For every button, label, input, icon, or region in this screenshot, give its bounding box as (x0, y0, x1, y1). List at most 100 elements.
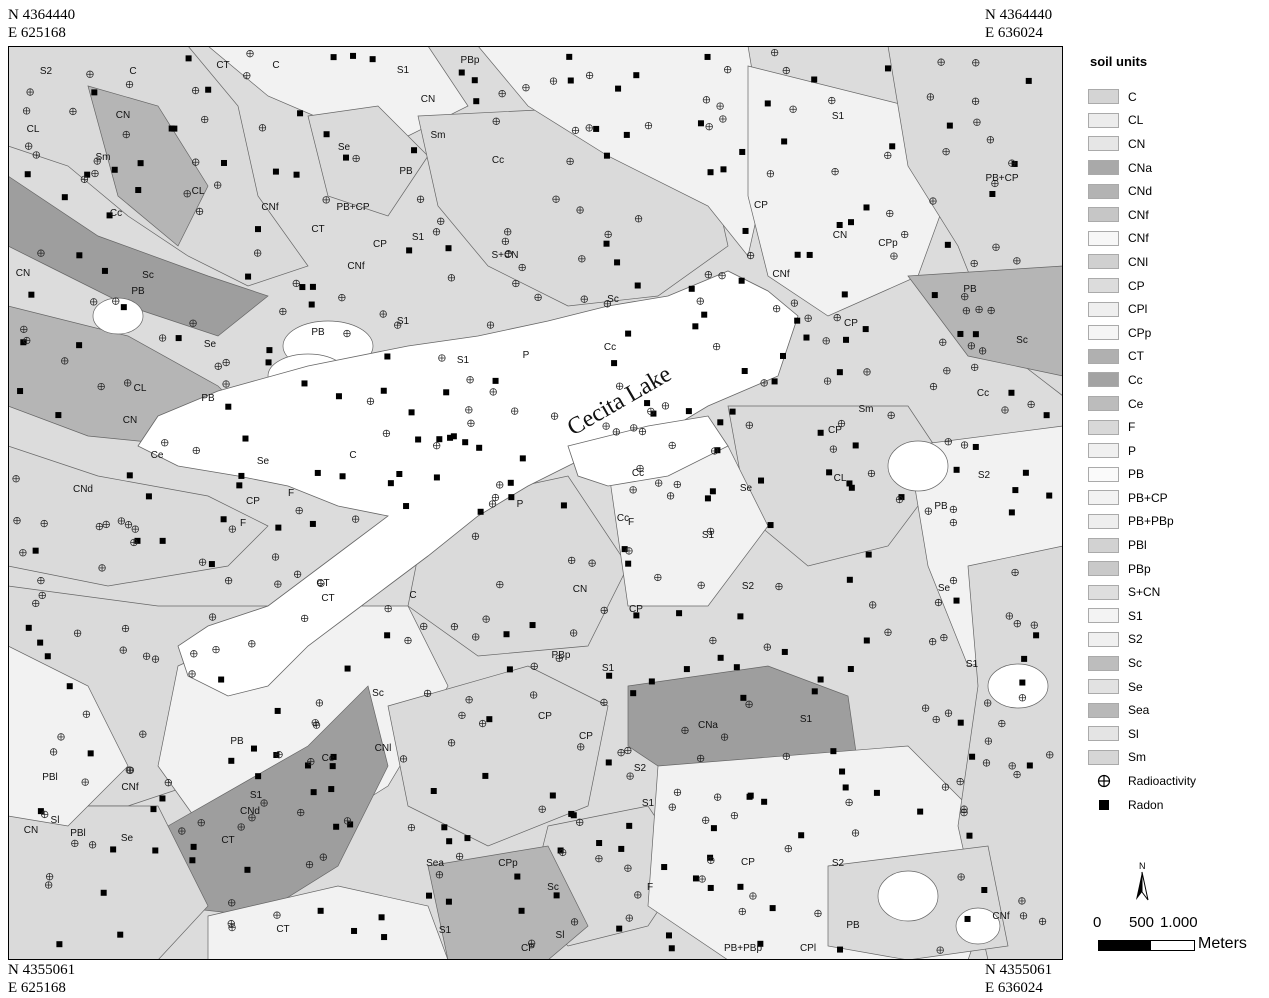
legend-swatch (1088, 443, 1119, 459)
radioactivity-point (472, 633, 480, 641)
radioactivity-point (496, 580, 504, 589)
legend-item-pb-pbp: PB+PBp (1088, 510, 1266, 534)
radioactivity-point (228, 923, 236, 932)
legend-item-pbl: PBl (1088, 533, 1266, 557)
zone-label: P (517, 499, 524, 510)
radioactivity-point (1027, 400, 1035, 409)
legend-label: PB (1128, 467, 1145, 482)
radon-point (621, 546, 628, 553)
radon-point (350, 52, 357, 59)
radioactivity-point (941, 783, 950, 791)
radon-point (661, 864, 668, 871)
radon-point (625, 330, 632, 337)
radioactivity-point (212, 645, 220, 654)
radioactivity-point (13, 517, 21, 525)
radon-point (185, 55, 192, 62)
radioactivity-point (197, 819, 205, 827)
scale-tick-label: 500 (1129, 914, 1155, 931)
radioactivity-point (972, 59, 980, 67)
radioactivity-point (420, 622, 428, 631)
radon-point (1033, 632, 1040, 639)
radon-point (266, 347, 273, 354)
radon-point (408, 409, 415, 416)
soil-map[interactable]: S2 C CT C S1 PBp S1 CL CN Se CN Sm Cc PB+CP Sm PB CL CNf P… (8, 46, 1063, 960)
legend-swatch (1088, 513, 1119, 529)
radon-point (106, 212, 113, 219)
radioactivity-point (528, 939, 536, 947)
radon-point (953, 466, 960, 473)
legend-swatch (1088, 396, 1119, 412)
sample-points (12, 48, 1054, 954)
legend-swatch (1088, 561, 1119, 577)
zone-label: Cc (604, 342, 616, 353)
radioactivity-point (352, 515, 360, 523)
corner-coord-bottom-left: N 4355061 E 625168 (8, 961, 75, 997)
radon-point (464, 835, 471, 842)
radioactivity-point (696, 297, 704, 305)
radon-point (426, 892, 433, 899)
radioactivity-point (698, 875, 706, 883)
radioactivity-point (716, 102, 724, 110)
radon-point (549, 792, 556, 799)
radon-point (1043, 412, 1050, 419)
radon-point (644, 400, 651, 407)
radon-point (733, 664, 740, 671)
radioactivity-point (49, 748, 58, 756)
zone-label: PB (230, 736, 244, 747)
radon-point (462, 439, 469, 446)
soil-zone (477, 46, 769, 257)
legend-item-pbp: PBp (1088, 557, 1266, 581)
radon-point (137, 160, 144, 167)
soil-zone (907, 265, 1063, 377)
radioactivity-point (884, 151, 892, 160)
radon-point (220, 159, 227, 166)
radioactivity-point (315, 699, 324, 707)
radioactivity-point (183, 190, 191, 198)
radioactivity-point (384, 604, 392, 613)
radon-point (384, 632, 391, 639)
radioactivity-point (822, 337, 830, 345)
radioactivity-point (22, 107, 31, 115)
radon-point (626, 822, 633, 829)
radioactivity-point (407, 823, 416, 832)
zone-label: CPl (800, 943, 816, 954)
zone-label: F (240, 518, 246, 529)
radon-point (275, 524, 282, 531)
radioactivity-point (538, 805, 546, 813)
radon-point (17, 388, 24, 395)
radioactivity-point (929, 382, 938, 391)
zone-label: Se (257, 456, 270, 467)
scale-unit-label: Meters (1198, 935, 1247, 952)
zone-label: PB (399, 166, 413, 177)
radioactivity-point (789, 105, 797, 113)
radioactivity-point (934, 598, 943, 607)
radon-point (145, 493, 152, 500)
legend-swatch (1088, 419, 1119, 435)
radioactivity-point (867, 469, 876, 478)
radon-point (811, 76, 818, 83)
legend-swatch (1088, 89, 1119, 105)
zone-label: F (628, 517, 634, 528)
radon-point (293, 171, 300, 178)
radioactivity-point (712, 342, 721, 351)
radioactivity-point (273, 911, 281, 919)
radon-point (508, 494, 515, 501)
radioactivity-point (248, 640, 256, 648)
radon-point (633, 612, 640, 619)
radon-point (1011, 160, 1018, 167)
radioactivity-point (124, 379, 132, 387)
zone-label: CN (123, 415, 137, 426)
northing-label: N 4355061 (985, 962, 1053, 978)
zone-label: Sm (859, 404, 874, 415)
zone-label: S1 (800, 714, 813, 725)
radon-point (717, 419, 724, 426)
radon-point (697, 120, 704, 127)
radioactivity-point (292, 279, 300, 288)
radioactivity-point (979, 347, 987, 355)
zone-label: PB (201, 393, 215, 404)
radioactivity-point (227, 920, 235, 928)
radioactivity-point (1018, 694, 1027, 702)
zone-label: CN (24, 825, 38, 836)
radioactivity-point (949, 505, 958, 514)
radon-point (737, 613, 744, 620)
